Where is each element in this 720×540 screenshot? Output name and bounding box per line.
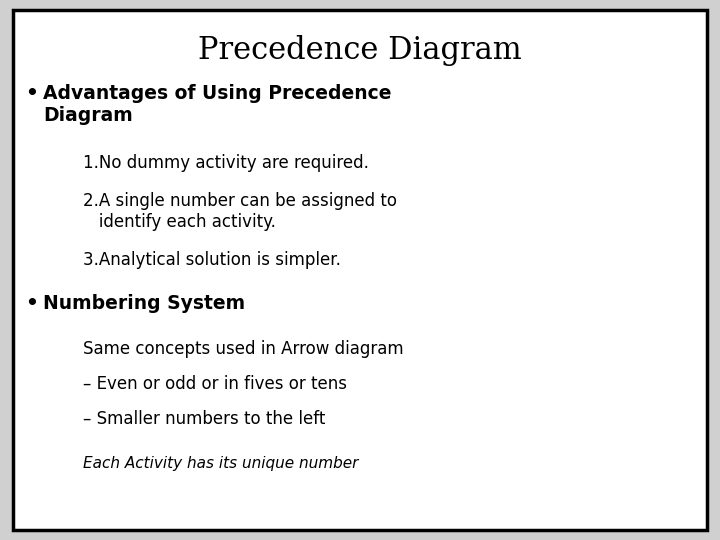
Text: Precedence Diagram: Precedence Diagram (198, 35, 522, 66)
Text: Each Activity has its unique number: Each Activity has its unique number (83, 456, 358, 471)
Text: •: • (25, 294, 38, 313)
Text: Advantages of Using Precedence
Diagram: Advantages of Using Precedence Diagram (43, 84, 392, 125)
Text: •: • (25, 84, 38, 103)
Text: 3.Analytical solution is simpler.: 3.Analytical solution is simpler. (83, 251, 341, 269)
FancyBboxPatch shape (13, 10, 707, 530)
Text: 1.No dummy activity are required.: 1.No dummy activity are required. (83, 154, 369, 172)
Text: 2.A single number can be assigned to
   identify each activity.: 2.A single number can be assigned to ide… (83, 192, 397, 231)
Text: – Even or odd or in fives or tens: – Even or odd or in fives or tens (83, 375, 347, 393)
Text: Same concepts used in Arrow diagram: Same concepts used in Arrow diagram (83, 340, 403, 358)
Text: Numbering System: Numbering System (43, 294, 246, 313)
Text: – Smaller numbers to the left: – Smaller numbers to the left (83, 410, 325, 428)
